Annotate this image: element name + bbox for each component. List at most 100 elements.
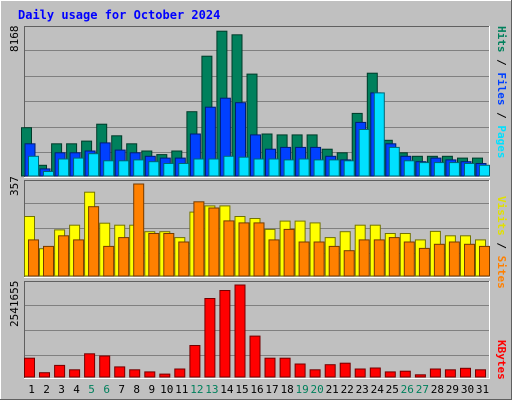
pages-bar-day-9 — [148, 161, 160, 177]
day-label-28: 28 — [431, 383, 444, 396]
day-label-25: 25 — [386, 383, 399, 396]
kbytes-bar-day-20 — [309, 369, 321, 378]
kbytes-bar-day-29 — [444, 369, 456, 378]
day-labels: 1 2 3 4 5 6 7 8 9 10 11 12 13 14 15 16 17 18 19 20 21 22 23 24 2… — [28, 383, 489, 396]
visits-sites-panel — [24, 180, 490, 278]
kbytes-bar-day-19 — [294, 363, 306, 378]
pages-bar-day-3 — [58, 158, 70, 177]
day-label-31: 31 — [476, 383, 489, 396]
sites-bar-day-9 — [148, 233, 160, 277]
day-label-6: 6 — [103, 383, 110, 396]
sites-bar-day-20 — [313, 241, 325, 277]
day-label-10: 10 — [160, 383, 173, 396]
day-label-2: 2 — [43, 383, 50, 396]
kbytes-bar-day-9 — [144, 371, 156, 378]
day-label-26: 26 — [401, 383, 414, 396]
sites-bar-day-3 — [58, 235, 70, 277]
legend-visits: Visits — [495, 196, 508, 236]
sites-bar-day-2 — [43, 245, 54, 277]
kbytes-bar-day-15 — [234, 284, 246, 378]
sites-bar-day-22 — [343, 250, 355, 277]
sites-bar-day-21 — [328, 245, 340, 277]
visits-sites-legend: Visits / Sites — [495, 196, 508, 289]
pages-bar-day-1 — [28, 155, 39, 177]
kbytes-bar-day-31 — [475, 369, 486, 378]
day-label-23: 23 — [356, 383, 369, 396]
kbytes-bar-day-23 — [354, 368, 366, 378]
legend-sites: Sites — [495, 256, 508, 289]
day-label-15: 15 — [235, 383, 248, 396]
kbytes-bar-day-7 — [114, 366, 126, 378]
sites-bar-day-18 — [283, 228, 295, 277]
sites-bar-day-25 — [388, 237, 400, 277]
legend-hits: Hits — [495, 26, 508, 53]
pages-bar-day-13 — [208, 158, 220, 177]
pages-bar-day-14 — [223, 155, 235, 177]
day-label-7: 7 — [118, 383, 125, 396]
pages-bar-day-17 — [268, 158, 280, 177]
pages-bar-day-23 — [358, 129, 370, 177]
sites-bar-day-7 — [118, 237, 130, 277]
kbytes-bar-day-21 — [324, 364, 336, 378]
day-label-13: 13 — [205, 383, 218, 396]
pages-bar-day-31 — [479, 164, 490, 177]
day-label-16: 16 — [250, 383, 263, 396]
legend-kbytes: KBytes — [495, 340, 508, 380]
day-label-14: 14 — [220, 383, 234, 396]
kbytes-bar-day-3 — [54, 364, 66, 378]
sites-bar-day-29 — [448, 241, 460, 277]
kbytes-bar-day-1 — [24, 357, 35, 378]
sites-bar-day-6 — [103, 245, 115, 277]
sites-bar-day-23 — [358, 239, 370, 277]
pages-bar-day-20 — [313, 159, 325, 177]
day-label-24: 24 — [371, 383, 385, 396]
kbytes-bar-day-26 — [399, 370, 411, 378]
kbytes-bar-day-22 — [339, 362, 351, 378]
kbytes-bar-day-13 — [204, 298, 216, 378]
pages-bar-day-26 — [403, 160, 415, 177]
pages-bar-day-10 — [163, 163, 175, 177]
kbytes-legend: KBytes — [495, 340, 508, 380]
pages-bar-day-12 — [193, 158, 205, 177]
pages-bar-day-2 — [43, 171, 54, 177]
pages-bar-day-29 — [448, 162, 460, 177]
pages-bar-day-8 — [133, 159, 145, 177]
day-label-4: 4 — [73, 383, 80, 396]
day-label-27: 27 — [416, 383, 429, 396]
pages-bar-day-18 — [283, 159, 295, 177]
kbytes-bar-day-14 — [219, 290, 231, 378]
sites-bar-day-1 — [28, 239, 39, 277]
day-label-12: 12 — [190, 383, 203, 396]
visits-y-max-label: 357 — [8, 176, 21, 196]
day-label-5: 5 — [88, 383, 95, 396]
sites-bar-day-30 — [464, 243, 475, 277]
day-label-21: 21 — [326, 383, 339, 396]
kbytes-y-max-label: 2541655 — [8, 281, 21, 327]
sites-bar-day-12 — [193, 201, 205, 277]
kbytes-bar-day-25 — [384, 371, 396, 378]
sites-bar-day-17 — [268, 239, 280, 277]
sites-bar-day-13 — [208, 207, 220, 277]
sites-bar-day-4 — [73, 239, 85, 277]
day-label-19: 19 — [295, 383, 308, 396]
legend-pages: Pages — [495, 125, 508, 158]
pages-bar-day-21 — [328, 159, 340, 177]
hits-files-pages-legend: Hits / Files / Pages — [495, 26, 508, 159]
sites-bar-day-19 — [298, 241, 310, 277]
kbytes-bar-day-2 — [39, 372, 50, 378]
kbytes-bar-day-27 — [414, 374, 426, 378]
pages-bar-day-19 — [298, 158, 310, 177]
day-label-20: 20 — [310, 383, 323, 396]
pages-bar-day-30 — [464, 163, 475, 177]
kbytes-bar-day-12 — [189, 345, 201, 378]
hits-y-max-label: 8168 — [8, 26, 21, 53]
sites-bar-day-14 — [223, 220, 235, 277]
kbytes-bar-day-5 — [84, 353, 96, 378]
day-label-9: 9 — [148, 383, 155, 396]
pages-bar-day-28 — [433, 162, 445, 177]
pages-bar-day-11 — [178, 163, 190, 177]
day-label-18: 18 — [280, 383, 293, 396]
day-label-30: 30 — [461, 383, 474, 396]
legend-sep-1: / — [495, 53, 508, 73]
